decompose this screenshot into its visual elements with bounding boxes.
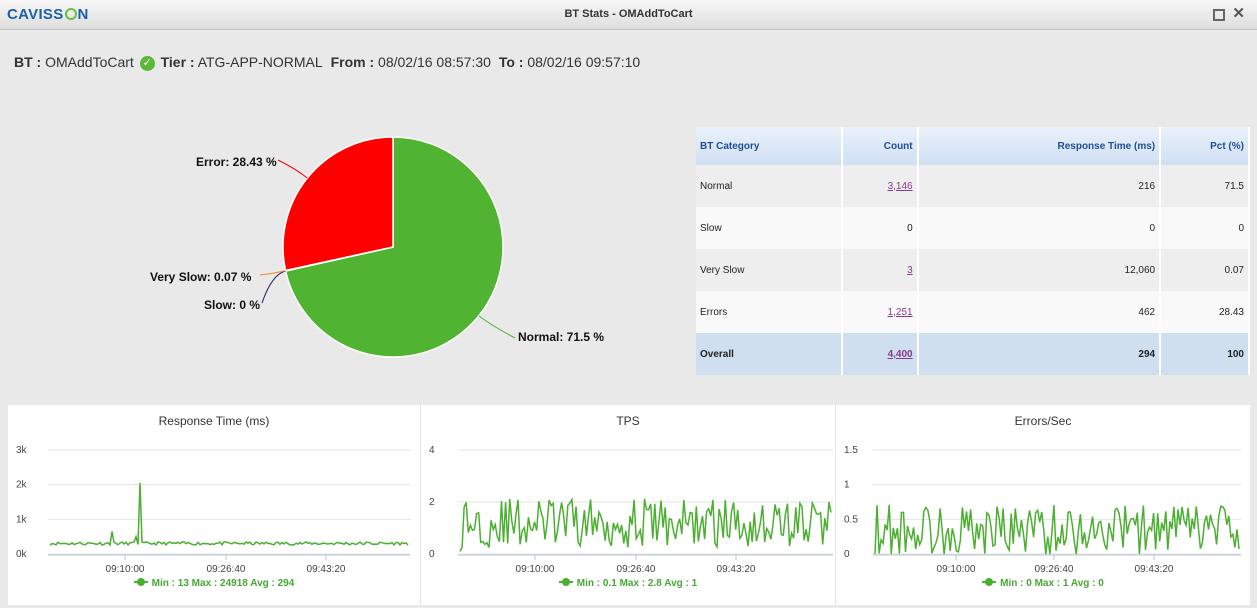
pct-cell: 71.5 (1160, 165, 1250, 207)
response-cell: 0 (917, 207, 1162, 249)
col-header-response-time[interactable]: Response Time (ms) (917, 127, 1162, 165)
legend-marker-icon (982, 578, 997, 586)
chart-legend[interactable]: Min : 0 Max : 1 Avg : 0 (836, 578, 1250, 589)
from-value: 08/02/16 08:57:30 (378, 54, 491, 70)
tps-chart: TPS 4 2 0 09:10:00 09:26:40 09:43:20 Min : 0.… (420, 405, 835, 605)
response-cell: 12,060 (917, 249, 1162, 291)
category-cell: Overall (696, 333, 843, 375)
to-value: 08/02/16 09:57:10 (527, 54, 641, 70)
chart-legend[interactable]: Min : 13 Max : 24918 Avg : 294 (8, 578, 420, 589)
bt-value: OMAddToCart (45, 54, 134, 70)
x-tick-label: 09:43:20 (307, 564, 346, 575)
tier-label: Tier : (160, 54, 195, 70)
chart-title: Errors/Sec (1014, 414, 1072, 428)
y-tick-label: 2 (429, 497, 435, 508)
errors-per-sec-plot[interactable]: 1.5 1 0.5 0 09:10:00 09:26:40 09:43:20 (836, 405, 1251, 580)
y-tick-label: 0 (429, 549, 435, 560)
bt-category-pie-chart: Error: 28.43 % Very Slow: 0.07 % Slow: 0… (140, 120, 640, 380)
pie-connector-line (277, 159, 308, 179)
close-icon[interactable]: ✕ (1232, 5, 1245, 22)
count-link[interactable]: 3 (907, 264, 913, 276)
pie-slice-normal[interactable] (284, 136, 504, 358)
check-circle-icon: ✓ (139, 56, 155, 71)
x-tick-label: 09:10:00 (937, 564, 976, 575)
count-link[interactable]: 4,400 (887, 348, 913, 360)
table-row: Very Slow 3 12,060 0.07 (696, 249, 1250, 291)
legend-marker-icon (558, 578, 573, 586)
category-cell: Slow (696, 207, 843, 249)
pie-label-very-slow: Very Slow: 0.07 % (150, 270, 252, 284)
x-tick-label: 09:26:40 (207, 564, 246, 575)
table-row: Slow 0 0 0 (696, 207, 1250, 249)
bt-info-bar: BT : OMAddToCart ✓ Tier : ATG-APP-NORMAL… (14, 54, 640, 71)
pie-label-normal: Normal: 71.5 % (518, 330, 605, 344)
from-label: From : (330, 54, 375, 70)
y-tick-label: 4 (429, 445, 435, 456)
table-row-overall: Overall 4,400 294 100 (696, 333, 1250, 375)
response-cell: 294 (917, 333, 1162, 375)
pct-cell: 0.07 (1160, 249, 1250, 291)
y-tick-label: 2k (16, 480, 28, 491)
y-tick-label: 1k (16, 514, 28, 525)
y-tick-label: 3k (16, 445, 28, 456)
window-title: BT Stats - OMAddToCart (564, 8, 693, 20)
table-header-row: BT Category Count Response Time (ms) Pct… (696, 127, 1250, 165)
series-line[interactable] (459, 496, 832, 552)
pct-cell: 100 (1160, 333, 1250, 375)
pct-cell: 0 (1160, 207, 1250, 249)
y-tick-label: 0 (844, 549, 850, 560)
x-tick-label: 09:26:40 (1035, 564, 1074, 575)
col-header-category[interactable]: BT Category (696, 127, 843, 165)
table-row: Errors 1,251 462 28.43 (696, 291, 1250, 333)
maximize-icon[interactable] (1213, 9, 1225, 21)
chart-legend[interactable]: Min : 0.1 Max : 2.8 Avg : 1 (421, 578, 835, 589)
x-tick-label: 09:10:00 (516, 564, 555, 575)
count-cell: 0 (841, 207, 919, 249)
tier-value: ATG-APP-NORMAL (197, 54, 323, 70)
count-link[interactable]: 1,251 (887, 306, 913, 318)
pie-label-slow: Slow: 0 % (204, 298, 261, 312)
count-link[interactable]: 3,146 (887, 180, 913, 192)
chart-title: TPS (616, 414, 640, 428)
series-line[interactable] (49, 482, 409, 547)
pct-cell: 28.43 (1160, 291, 1250, 333)
window-titlebar: CAVISS N BT Stats - OMAddToCart ✕ (0, 0, 1257, 30)
time-series-panel: Response Time (ms) 3k 2k 1k 0k 09:10:00 09:26… (8, 405, 1250, 605)
response-cell: 462 (917, 291, 1162, 333)
pie-connector-line (478, 315, 516, 339)
cavisson-logo: CAVISS N (7, 6, 89, 23)
tps-plot[interactable]: 4 2 0 09:10:00 09:26:40 09:43:20 (421, 405, 836, 580)
category-cell: Very Slow (696, 249, 843, 291)
response-cell: 216 (917, 165, 1162, 207)
to-label: To : (498, 54, 524, 70)
pie-connector-line (259, 270, 286, 276)
response-time-chart: Response Time (ms) 3k 2k 1k 0k 09:10:00 09:26… (8, 405, 420, 605)
pie-slice-error[interactable] (282, 136, 394, 272)
table-row: Normal 3,146 216 71.5 (696, 165, 1250, 207)
pie-connector-line (261, 270, 286, 304)
category-cell: Normal (696, 165, 843, 207)
x-tick-label: 09:43:20 (1135, 564, 1174, 575)
chart-title: Response Time (ms) (158, 414, 270, 428)
pie-svg (259, 136, 516, 358)
y-tick-label: 0.5 (844, 514, 858, 525)
y-tick-label: 0k (16, 549, 28, 560)
x-tick-label: 09:10:00 (106, 564, 145, 575)
bt-stats-table: BT Category Count Response Time (ms) Pct… (696, 127, 1250, 375)
y-tick-label: 1 (844, 480, 850, 491)
bt-label: BT : (14, 54, 42, 70)
x-tick-label: 09:43:20 (717, 564, 756, 575)
y-tick-label: 1.5 (844, 445, 858, 456)
x-tick-label: 09:26:40 (617, 564, 656, 575)
pie-label-error: Error: 28.43 % (196, 155, 277, 169)
response-time-plot[interactable]: 3k 2k 1k 0k 09:10:00 09:26:40 09:43:20 (8, 405, 420, 580)
series-line[interactable] (874, 504, 1240, 555)
legend-marker-icon (133, 578, 148, 586)
category-cell: Errors (696, 291, 843, 333)
errors-per-sec-chart: Errors/Sec 1.5 1 0.5 0 09:10:00 09:26:40 09:43… (835, 405, 1250, 605)
col-header-count[interactable]: Count (841, 127, 919, 165)
col-header-pct[interactable]: Pct (%) (1160, 127, 1250, 165)
